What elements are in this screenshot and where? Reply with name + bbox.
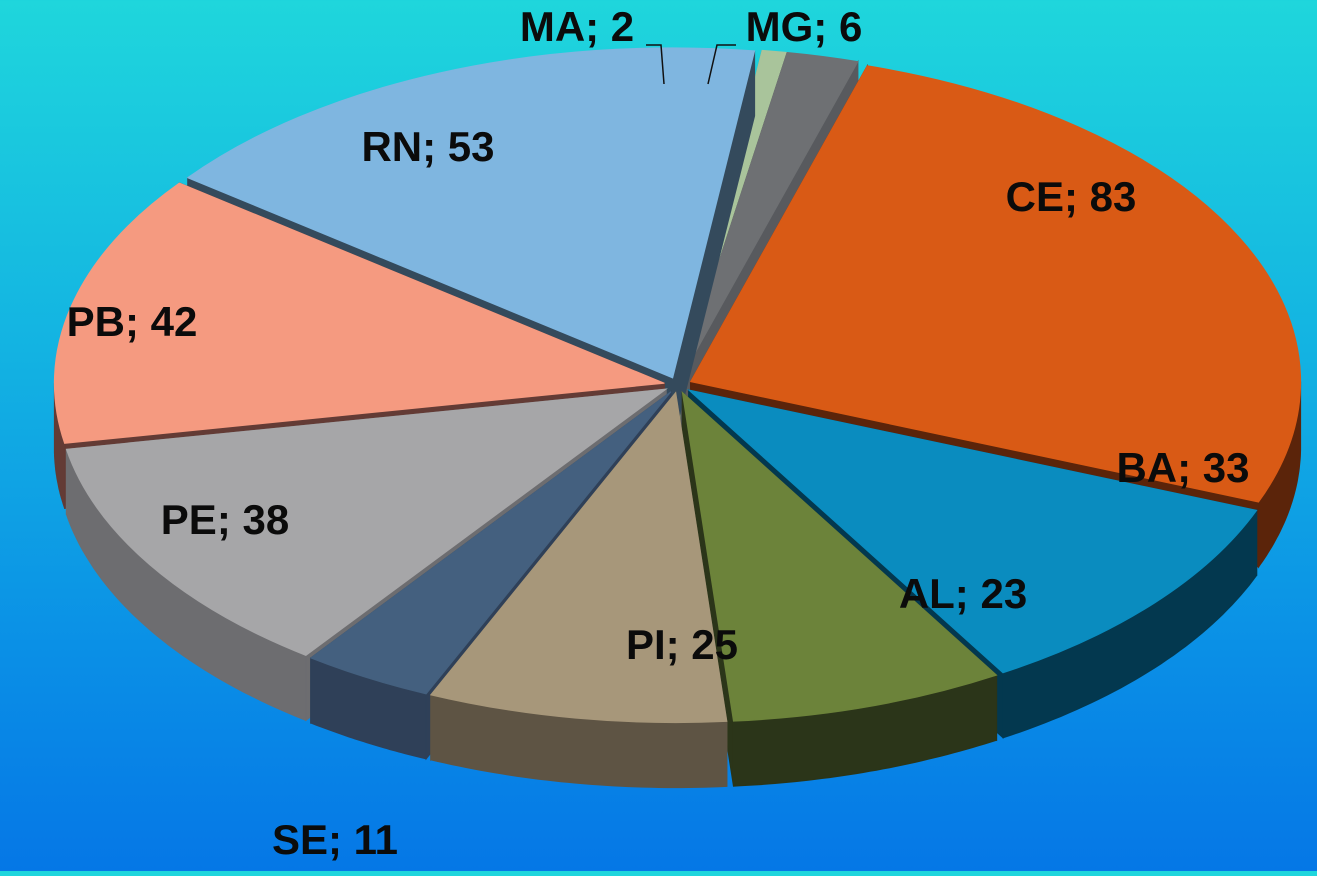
- data-label-ce: CE; 83: [1006, 173, 1137, 220]
- data-label-pb: PB; 42: [67, 298, 198, 345]
- data-label-se: SE; 11: [272, 816, 398, 863]
- data-label-mg: MG; 6: [746, 3, 863, 50]
- data-label-ba: BA; 33: [1116, 444, 1249, 491]
- slices-layer: [53, 47, 1302, 789]
- data-labels-layer: MG; 6 CE; 83 BA; 33 AL; 23 PI; 25 SE; 11 PE; 3…: [67, 3, 1250, 863]
- leader-line-mg: [707, 44, 736, 85]
- data-label-pi: PI; 25: [626, 621, 738, 668]
- leader-line-ma: [646, 44, 665, 85]
- data-label-al: AL; 23: [899, 570, 1027, 617]
- leader-lines-layer: [646, 44, 736, 85]
- data-label-pe: PE; 38: [161, 496, 289, 543]
- pie-slice-al: [681, 391, 998, 787]
- pie-slice-pi: [429, 391, 728, 789]
- data-label-rn: RN; 53: [361, 123, 494, 170]
- data-label-ma: MA; 2: [520, 3, 634, 50]
